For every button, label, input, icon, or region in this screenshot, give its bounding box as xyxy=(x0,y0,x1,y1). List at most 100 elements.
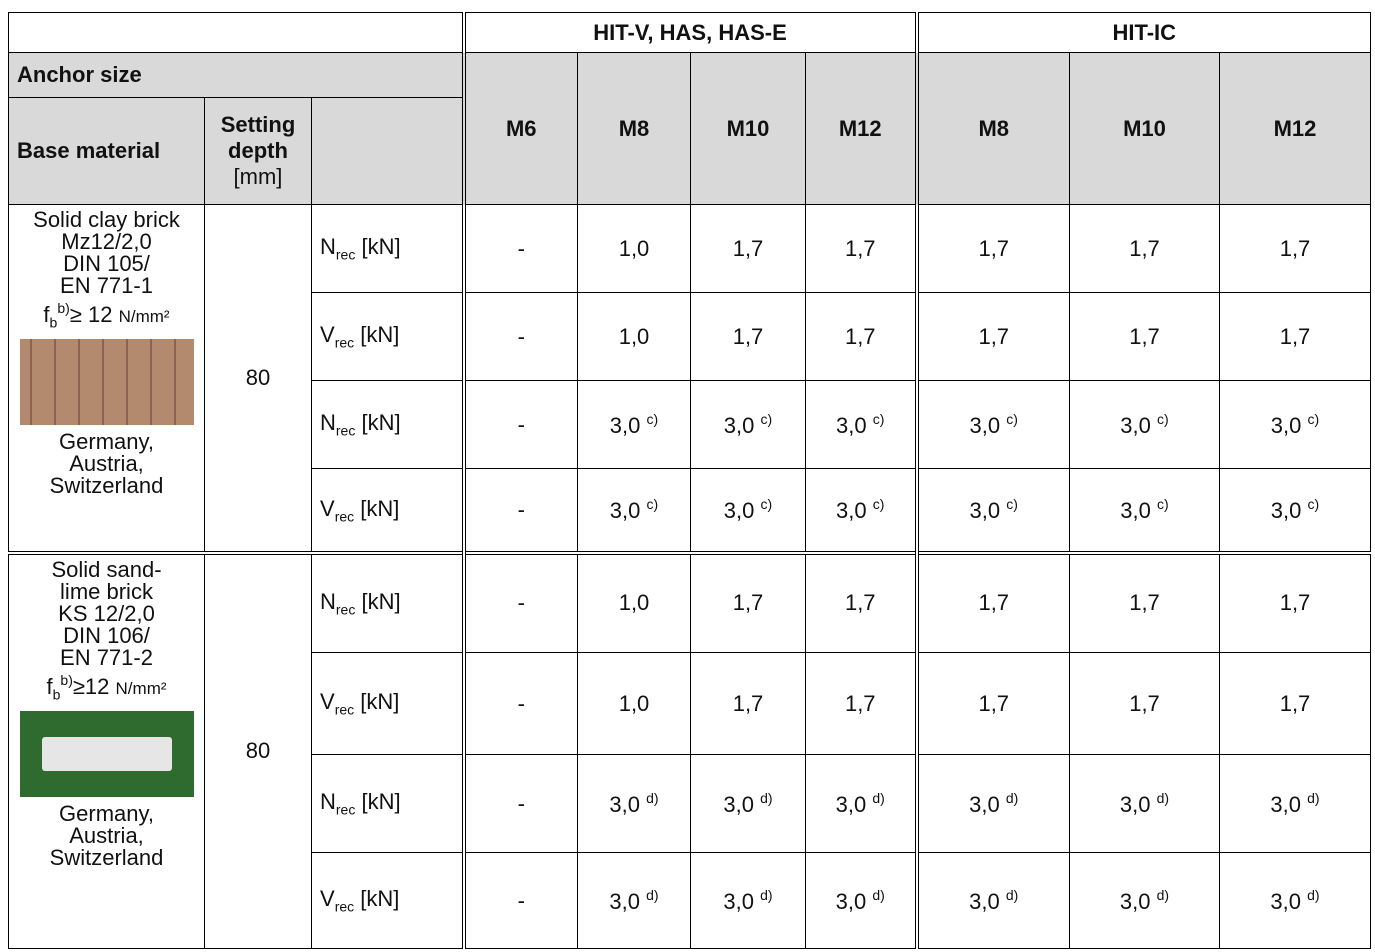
value-cell: 1,7 xyxy=(1070,653,1220,755)
value: 3,0 xyxy=(970,413,1001,438)
value-cell: 3,0 c) xyxy=(1220,381,1371,469)
value-note: d) xyxy=(760,790,772,806)
value: 3,0 xyxy=(610,413,641,438)
data-row: Solid sand-lime brickKS 12/2,0DIN 106/EN… xyxy=(9,553,1371,653)
value-cell: - xyxy=(464,653,578,755)
value-note: c) xyxy=(1157,496,1169,512)
value-cell: - xyxy=(464,381,578,469)
value-cell: 1,7 xyxy=(1220,205,1371,293)
setting-depth-text: Setting depth xyxy=(221,112,296,163)
value-cell: 1,0 xyxy=(578,205,691,293)
value-cell: 3,0 d) xyxy=(917,853,1070,949)
value-note: d) xyxy=(1307,790,1319,806)
material-line: EN 771-1 xyxy=(9,275,204,297)
load-symbol: N xyxy=(320,410,336,435)
value-cell: 1,7 xyxy=(917,205,1070,293)
value-cell: - xyxy=(464,469,578,553)
value-cell: 1,7 xyxy=(806,553,917,653)
value-note: c) xyxy=(1308,411,1320,427)
value-cell: 3,0 c) xyxy=(917,381,1070,469)
value: 3,0 xyxy=(609,792,640,817)
value-cell: 3,0 d) xyxy=(691,853,806,949)
value-cell: - xyxy=(464,853,578,949)
base-material-label: Base material xyxy=(9,98,205,205)
value: 3,0 xyxy=(1120,889,1151,914)
size-header: M10 xyxy=(691,53,806,205)
load-sub: rec xyxy=(336,423,355,439)
load-sub: rec xyxy=(335,335,354,351)
value: 3,0 xyxy=(1120,413,1151,438)
value-note: c) xyxy=(761,411,773,427)
value-cell: 3,0 c) xyxy=(578,469,691,553)
value: 3,0 xyxy=(1120,792,1151,817)
material-line: lime brick xyxy=(9,581,204,603)
value-cell: 1,7 xyxy=(1220,553,1371,653)
value: 3,0 xyxy=(836,498,867,523)
load-symbol: V xyxy=(320,322,335,347)
strength-note: b) xyxy=(57,300,69,316)
size-header: M12 xyxy=(1220,53,1371,205)
strength-value: ≥12 xyxy=(73,674,110,699)
value-note: d) xyxy=(872,887,884,903)
value-cell: 1,0 xyxy=(578,553,691,653)
value-cell: 3,0 d) xyxy=(806,853,917,949)
value-cell: 1,7 xyxy=(806,293,917,381)
size-header: M12 xyxy=(806,53,917,205)
value-cell: 1,7 xyxy=(691,205,806,293)
load-unit: [kN] xyxy=(360,496,399,521)
value-cell: 3,0 d) xyxy=(1070,853,1220,949)
value-cell: 1,7 xyxy=(1220,293,1371,381)
value: 3,0 xyxy=(609,889,640,914)
value-note: c) xyxy=(1006,496,1018,512)
value-cell: - xyxy=(464,293,578,381)
size-header: M8 xyxy=(917,53,1070,205)
value: 3,0 xyxy=(1270,792,1301,817)
value-cell: 1,7 xyxy=(806,205,917,293)
strength-line: fbb)≥ 12 N/mm² xyxy=(9,297,204,333)
group-header: HIT-IC xyxy=(917,13,1371,53)
load-label: Nrec [kN] xyxy=(312,755,464,853)
value-cell: 1,7 xyxy=(691,293,806,381)
origin-line: Switzerland xyxy=(9,847,204,869)
value-cell: 1,7 xyxy=(917,653,1070,755)
size-header: M6 xyxy=(464,53,578,205)
value-cell: 3,0 c) xyxy=(691,469,806,553)
value-note: c) xyxy=(873,496,885,512)
load-label: Vrec [kN] xyxy=(312,653,464,755)
strength-sub: b xyxy=(53,686,61,702)
load-unit: [kN] xyxy=(361,234,400,259)
load-sub: rec xyxy=(336,601,355,617)
value: 3,0 xyxy=(836,792,867,817)
value-cell: 3,0 d) xyxy=(806,755,917,853)
material-photo xyxy=(20,339,194,425)
value-cell: 1,0 xyxy=(578,653,691,755)
value-note: c) xyxy=(647,411,659,427)
load-label: Nrec [kN] xyxy=(312,553,464,653)
value: 3,0 xyxy=(836,889,867,914)
value-cell: 1,7 xyxy=(1070,293,1220,381)
value-cell: 1,7 xyxy=(917,293,1070,381)
value: 3,0 xyxy=(724,498,755,523)
anchor-size-label: Anchor size xyxy=(9,53,464,98)
strength-unit: N/mm² xyxy=(119,307,170,326)
value-cell: 1,7 xyxy=(691,553,806,653)
value-cell: 3,0 c) xyxy=(806,469,917,553)
value-note: c) xyxy=(1157,411,1169,427)
value-cell: 1,7 xyxy=(806,653,917,755)
value-note: d) xyxy=(1307,887,1319,903)
value-cell: 1,7 xyxy=(1220,653,1371,755)
load-unit: [kN] xyxy=(361,410,400,435)
load-sub: rec xyxy=(335,899,354,915)
load-sub: rec xyxy=(336,247,355,263)
value-cell: 1,7 xyxy=(691,653,806,755)
load-label: Vrec [kN] xyxy=(312,293,464,381)
strength-value: ≥ 12 xyxy=(70,302,113,327)
origin-line: Germany, xyxy=(9,431,204,453)
material-photo xyxy=(20,711,194,797)
material-line: Solid sand- xyxy=(9,559,204,581)
value: 3,0 xyxy=(1271,498,1302,523)
origin-line: Austria, xyxy=(9,453,204,475)
material-line: Mz12/2,0 xyxy=(9,231,204,253)
material-line: Solid clay brick xyxy=(9,209,204,231)
